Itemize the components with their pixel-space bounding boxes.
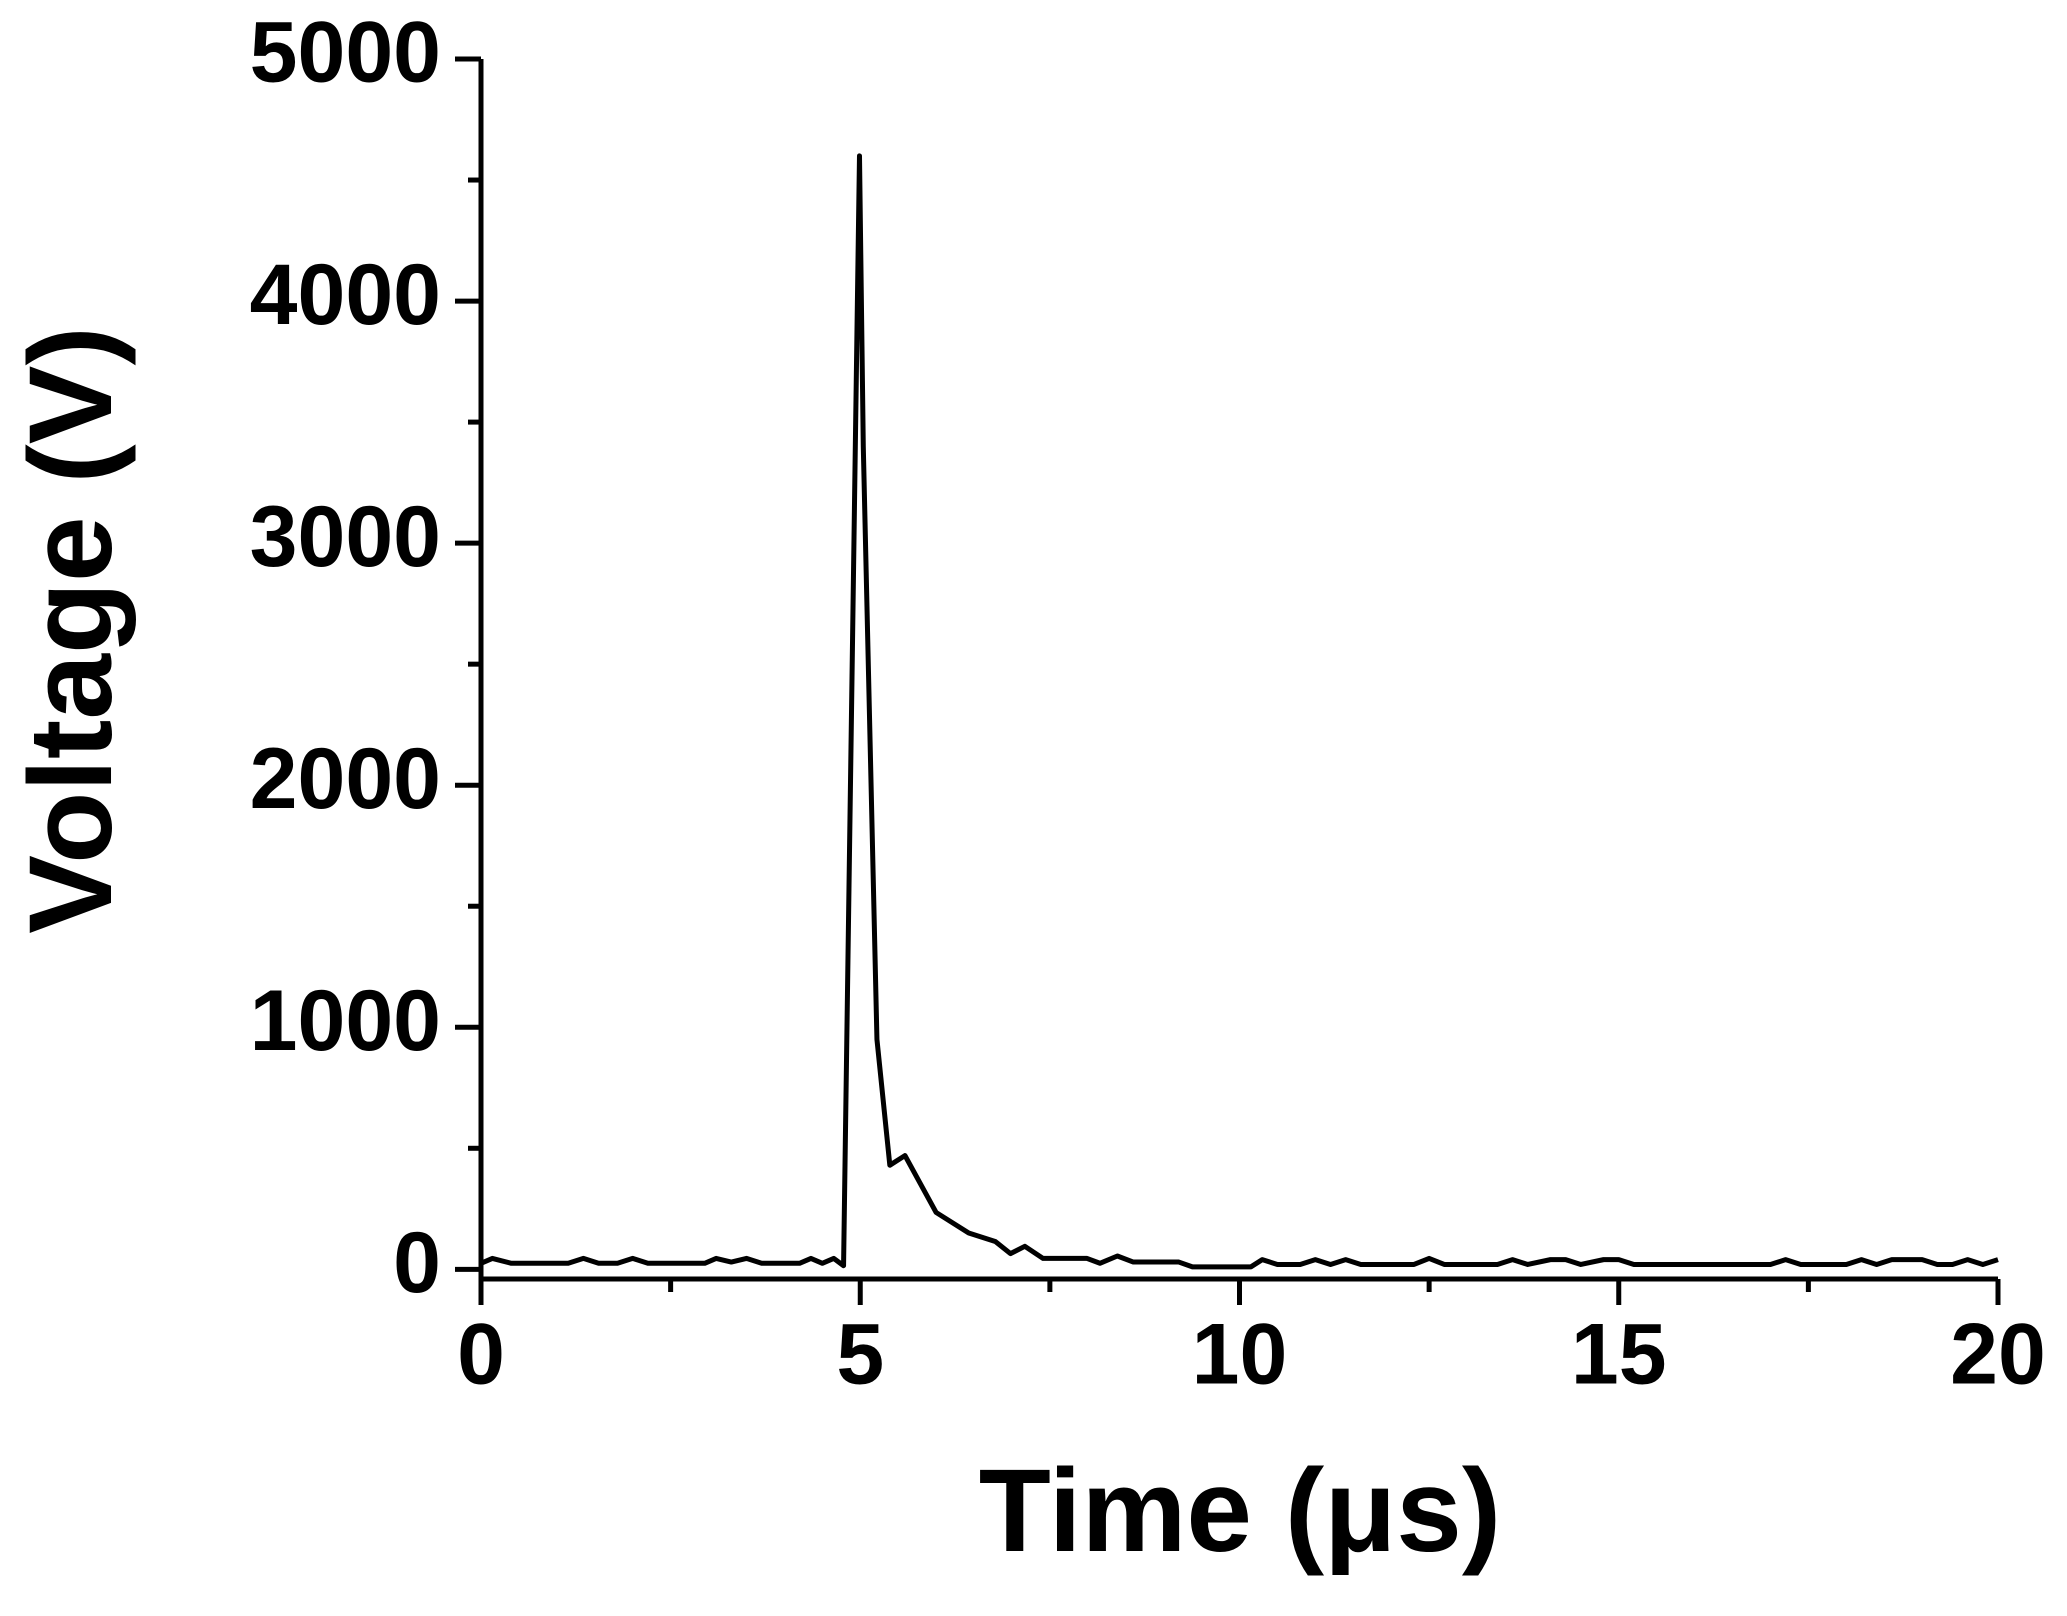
x-tick-label: 0 [457,1307,505,1403]
x-tick-label: 15 [1571,1307,1667,1403]
y-tick-label: 5000 [250,5,441,101]
y-tick-label: 2000 [250,731,441,827]
x-tick-label: 10 [1192,1307,1288,1403]
x-axis-title: Time (μs) [979,1445,1501,1577]
y-tick-label: 0 [393,1215,441,1311]
y-axis-title: Voltage (V) [5,326,137,934]
y-tick-label: 3000 [250,489,441,585]
x-tick-label: 5 [836,1307,884,1403]
data-line [480,153,1999,1270]
x-tick-label: 20 [1950,1307,2046,1403]
y-tick-label: 1000 [250,973,441,1069]
y-tick-label: 4000 [250,247,441,343]
